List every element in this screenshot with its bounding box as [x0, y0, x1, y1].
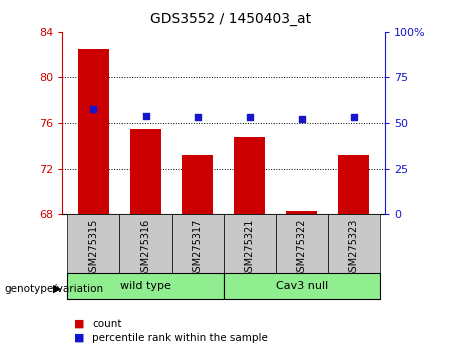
Text: Cav3 null: Cav3 null	[276, 281, 328, 291]
Point	[142, 113, 149, 119]
Point	[90, 107, 97, 112]
Bar	[276, 214, 328, 273]
Bar	[338, 155, 369, 214]
Text: GSM275323: GSM275323	[349, 219, 359, 278]
Text: GSM275322: GSM275322	[297, 219, 307, 278]
Bar	[119, 214, 171, 273]
Point	[350, 114, 357, 119]
Text: ■: ■	[74, 333, 84, 343]
Text: GSM275317: GSM275317	[193, 219, 202, 278]
Text: GDS3552 / 1450403_at: GDS3552 / 1450403_at	[150, 12, 311, 27]
Point	[298, 116, 305, 122]
Bar	[67, 273, 224, 299]
Text: genotype/variation: genotype/variation	[5, 284, 104, 293]
Bar	[182, 155, 213, 214]
Bar	[171, 214, 224, 273]
Text: GSM275321: GSM275321	[245, 219, 254, 278]
Bar	[130, 129, 161, 214]
Bar	[234, 137, 265, 214]
Bar	[78, 49, 109, 214]
Point	[194, 114, 201, 119]
Bar	[67, 214, 119, 273]
Text: percentile rank within the sample: percentile rank within the sample	[92, 333, 268, 343]
Bar	[224, 273, 380, 299]
Text: ▶: ▶	[53, 284, 62, 293]
Text: ■: ■	[74, 319, 84, 329]
Bar	[224, 214, 276, 273]
Text: wild type: wild type	[120, 281, 171, 291]
Bar	[328, 214, 380, 273]
Bar	[286, 211, 317, 214]
Text: count: count	[92, 319, 122, 329]
Text: GSM275315: GSM275315	[89, 219, 99, 278]
Text: GSM275316: GSM275316	[141, 219, 150, 278]
Point	[246, 114, 253, 119]
